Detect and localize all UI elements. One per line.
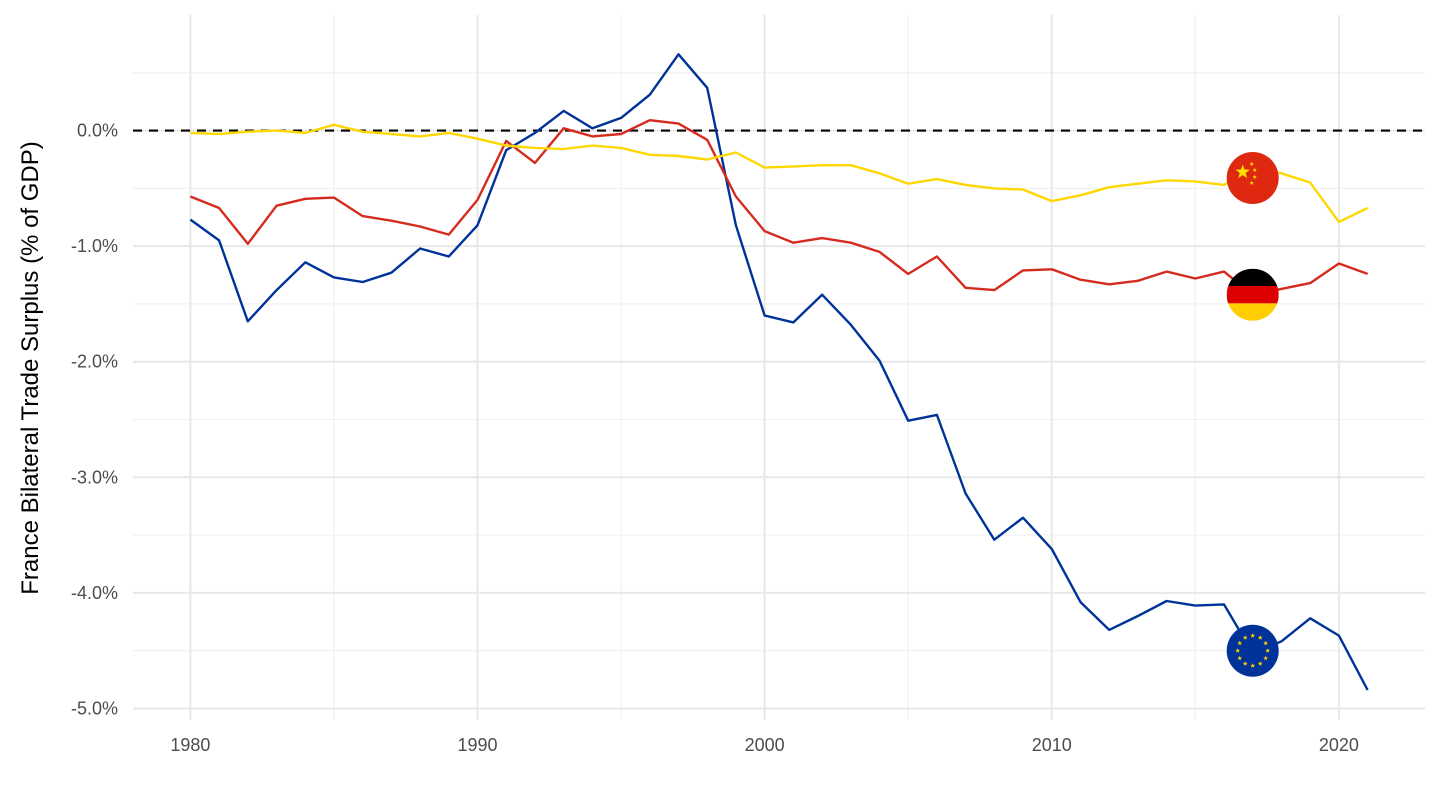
x-tick-label: 2010 xyxy=(1032,735,1072,755)
star-shape xyxy=(1252,174,1257,179)
flag-stripe-red xyxy=(1226,286,1279,304)
germany-flag-icon xyxy=(1226,268,1279,321)
star-shape xyxy=(1235,164,1250,179)
x-tick-label: 1980 xyxy=(170,735,210,755)
x-axis-ticks: 1980 1990 2000 2010 2020 xyxy=(170,735,1358,755)
eu-series-line xyxy=(189,53,1369,691)
flag-stripe-black xyxy=(1226,268,1279,287)
series-layer xyxy=(189,53,1369,691)
y-axis-ticks: 0.0% -1.0% -2.0% -3.0% -4.0% -5.0% xyxy=(71,121,118,719)
china-series-line xyxy=(190,123,1369,224)
germany-series-line xyxy=(189,118,1369,296)
star-shape xyxy=(1257,661,1263,666)
star-shape xyxy=(1237,655,1243,661)
star-shape xyxy=(1249,161,1254,166)
star-shape xyxy=(1265,648,1271,653)
star-shape xyxy=(1252,167,1257,172)
star-shape xyxy=(1242,661,1248,666)
y-tick-label: -5.0% xyxy=(71,698,118,718)
y-tick-label: -1.0% xyxy=(71,236,118,256)
star-shape xyxy=(1257,635,1263,640)
y-tick-label: -4.0% xyxy=(71,583,118,603)
star-shape xyxy=(1237,640,1243,646)
star-shape xyxy=(1263,640,1269,646)
flag-stripe-gold xyxy=(1226,303,1279,321)
x-tick-label: 2020 xyxy=(1319,735,1359,755)
china-flag-icon xyxy=(1226,152,1279,204)
star-shape xyxy=(1250,663,1256,668)
minor-gridlines xyxy=(133,15,1425,720)
y-tick-label: 0.0% xyxy=(77,121,118,141)
flag-markers xyxy=(1226,152,1279,677)
y-axis-title: France Bilateral Trade Surplus (% of GDP… xyxy=(17,141,44,595)
flag-disc xyxy=(1226,152,1279,204)
x-tick-label: 2000 xyxy=(745,735,785,755)
star-shape xyxy=(1263,655,1269,661)
x-tick-label: 1990 xyxy=(458,735,498,755)
star-shape xyxy=(1250,633,1256,638)
y-tick-label: -3.0% xyxy=(71,467,118,487)
germany-flag-stripes xyxy=(1226,268,1279,321)
eu-flag-icon xyxy=(1226,624,1279,677)
flag-disc xyxy=(1226,624,1279,677)
star-shape xyxy=(1242,635,1248,640)
star-shape xyxy=(1235,648,1241,653)
star-shape xyxy=(1249,180,1254,185)
y-tick-label: -2.0% xyxy=(71,352,118,372)
